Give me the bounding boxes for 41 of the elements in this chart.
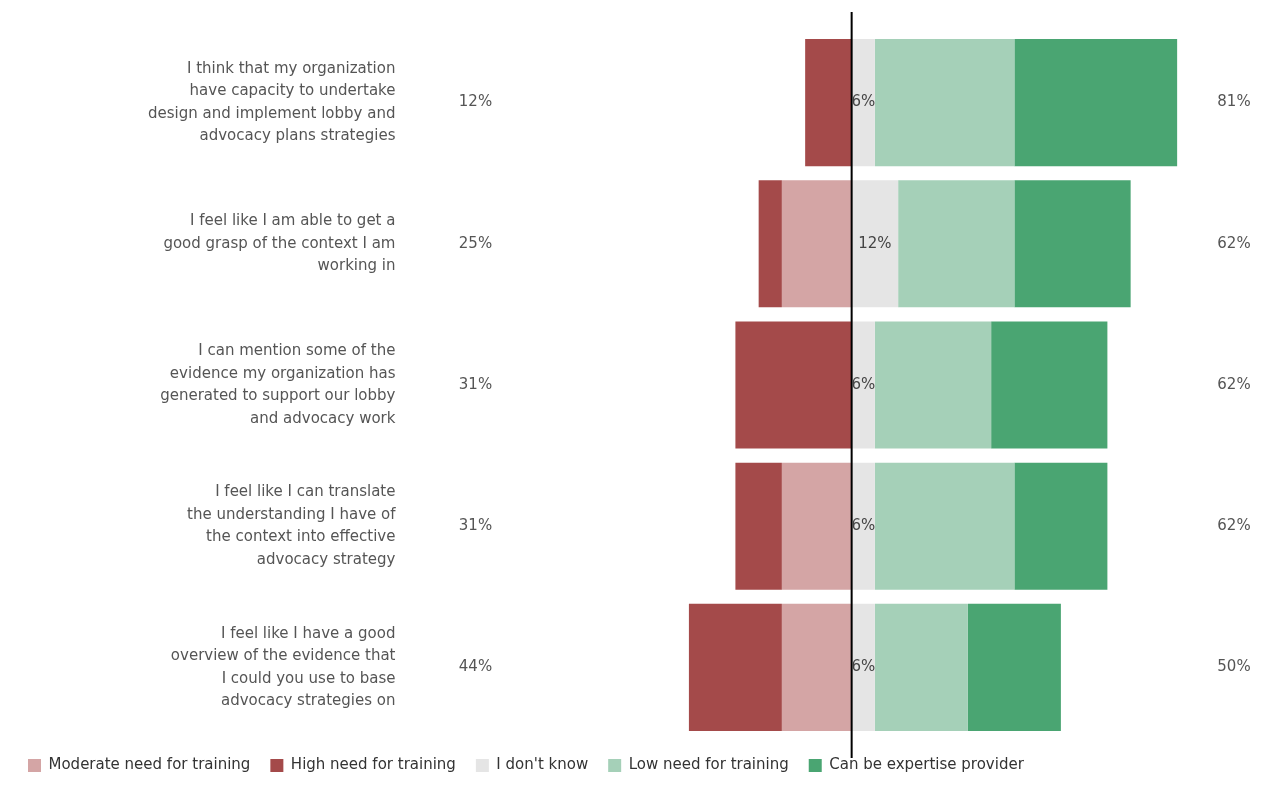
bar [851,180,899,308]
bar [991,321,1108,449]
text: 12% [458,92,493,111]
data-label: 12% [858,233,892,252]
legend-label: Low need for training [628,755,789,774]
y-tick-label: I think that my organization have capacity to undertake design and implement lobby and advocacy plans strategies [147,58,396,145]
legend-label: Can be expertise provider [829,755,1025,774]
bar [781,180,852,308]
bar [967,603,1061,731]
y-tick-label: I feel like I am able to get a good grasp of the context I am working in [163,211,396,275]
text: 44% [458,657,493,676]
bar [735,462,782,590]
bar [1014,462,1108,590]
bar [805,39,852,167]
text: 62% [1217,516,1251,535]
bar [758,180,782,308]
bar [851,321,875,449]
text: 25% [458,233,493,252]
bar [1014,180,1131,308]
text: 50% [1217,657,1251,676]
bar [898,180,1015,308]
bar [1014,39,1178,167]
legend-label: Moderate need for training [48,755,251,774]
bar [874,321,992,449]
y-tick-label: I feel like I can translate the understanding I have of the context into effective advocacy strategy [187,482,397,568]
text: 31% [458,374,493,393]
legend-label: I don't know [496,755,589,774]
text: 62% [1217,233,1251,252]
bar [781,462,852,590]
text: 81% [1217,92,1251,111]
y-tick-label: I can mention some of the evidence my organization has generated to support our lobby and advocacy work [160,341,396,427]
bar [781,603,852,731]
text: 31% [458,516,493,535]
y-tick-label: I feel like I have a good overview of the evidence that I could you use to base advocacy strategies on [170,623,396,710]
bar [874,462,1015,590]
legend-label: High need for training [290,755,456,774]
bar [874,603,968,731]
bar [688,603,782,731]
text: 62% [1217,374,1251,393]
bar [735,321,852,449]
bar [874,39,1015,167]
